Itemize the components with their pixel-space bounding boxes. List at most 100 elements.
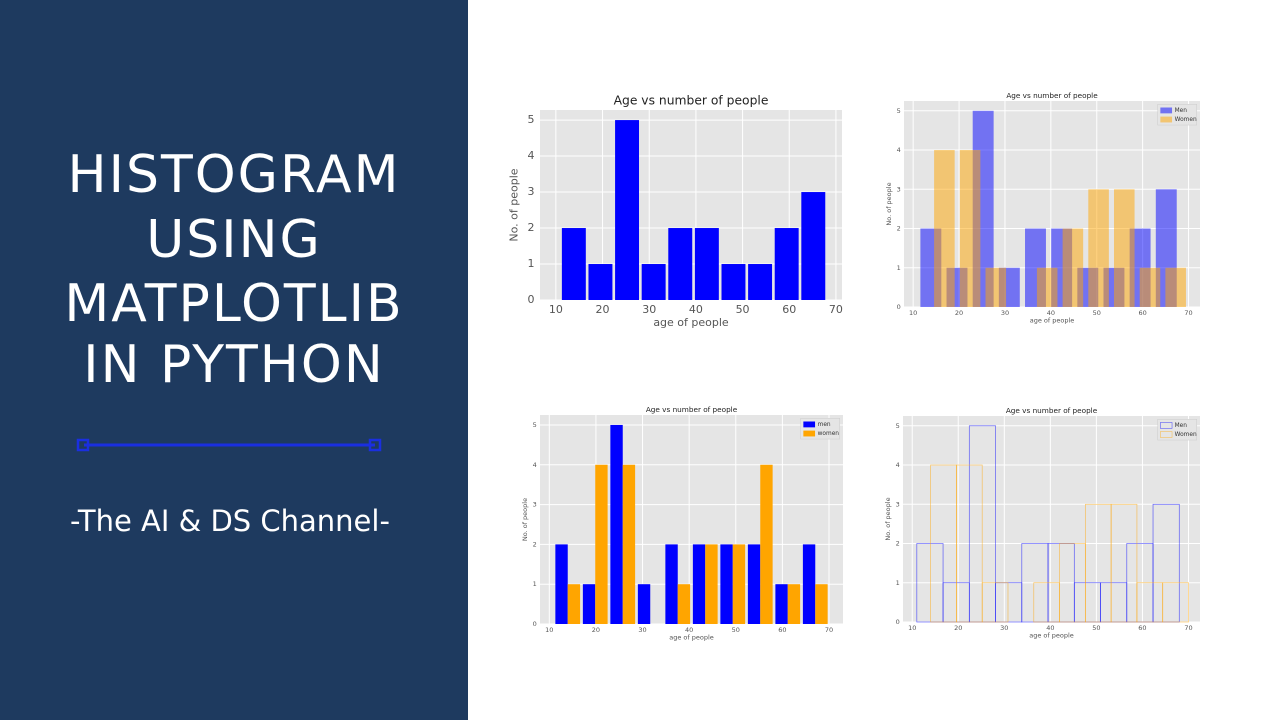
banner-title: IN PYTHON	[83, 335, 384, 395]
y-tick-label: 3	[528, 185, 535, 198]
y-tick-label: 5	[528, 113, 535, 126]
x-tick-label: 50	[736, 303, 750, 316]
x-tick-label: 40	[1046, 624, 1054, 632]
bar	[774, 228, 799, 300]
bar	[720, 544, 733, 624]
y-tick-label: 2	[897, 225, 901, 233]
y-axis-label: No. of people	[884, 497, 892, 540]
bar	[801, 192, 826, 300]
x-tick-label: 60	[778, 626, 786, 634]
bar	[1036, 267, 1058, 307]
bar	[732, 544, 746, 624]
y-tick-label: 0	[533, 620, 537, 628]
legend-label: Men	[1175, 423, 1188, 429]
y-tick-label: 3	[533, 501, 537, 509]
bar	[595, 464, 608, 624]
bar	[787, 584, 801, 624]
banner-title: HISTOGRAM	[68, 145, 401, 205]
x-axis-label: age of people	[1030, 317, 1075, 325]
x-tick-label: 20	[592, 626, 600, 634]
x-tick-label: 50	[732, 626, 740, 634]
bar	[815, 584, 828, 624]
x-tick-label: 20	[955, 309, 963, 317]
x-tick-label: 30	[638, 626, 646, 634]
bar	[692, 544, 706, 624]
y-tick-label: 3	[897, 185, 901, 193]
bar	[985, 267, 1007, 307]
bar	[610, 424, 623, 624]
y-tick-label: 0	[896, 618, 900, 626]
bar	[694, 228, 719, 300]
y-tick-label: 1	[528, 257, 535, 270]
legend-label: Women	[1175, 432, 1197, 438]
banner-subtitle: -The AI & DS Channel-	[70, 504, 390, 538]
legend-label: women	[818, 431, 840, 437]
bar	[1165, 267, 1186, 307]
y-tick-label: 5	[533, 421, 537, 429]
legend	[1157, 419, 1197, 441]
x-tick-label: 20	[596, 303, 610, 316]
legend-swatch	[1160, 107, 1173, 114]
bar	[615, 120, 640, 300]
banner-panel	[0, 0, 468, 720]
x-tick-label: 70	[825, 626, 833, 634]
chart-title: Age vs number of people	[1006, 406, 1098, 415]
bar	[959, 150, 981, 307]
y-tick-label: 1	[533, 580, 537, 588]
y-tick-label: 0	[897, 303, 901, 311]
bar	[561, 228, 586, 300]
y-axis-label: No. of people	[521, 498, 529, 541]
chart-title: Age vs number of people	[646, 405, 738, 414]
bar	[641, 264, 666, 300]
bar	[934, 150, 955, 307]
bar	[555, 544, 568, 624]
x-tick-label: 50	[1093, 309, 1101, 317]
x-tick-label: 10	[909, 309, 917, 317]
y-tick-label: 4	[533, 461, 537, 469]
y-tick-label: 3	[896, 500, 900, 508]
x-tick-label: 70	[1184, 624, 1192, 632]
y-tick-label: 0	[528, 293, 535, 306]
x-tick-label: 60	[782, 303, 796, 316]
y-tick-label: 4	[896, 461, 900, 469]
bar	[721, 264, 746, 300]
x-tick-label: 10	[545, 626, 553, 634]
bar	[748, 264, 773, 300]
y-tick-label: 1	[897, 264, 901, 272]
y-tick-label: 2	[896, 540, 900, 548]
y-tick-label: 2	[528, 221, 535, 234]
plot-area	[903, 416, 1200, 622]
x-tick-label: 70	[1184, 309, 1192, 317]
divider-end	[368, 438, 382, 452]
x-tick-label: 60	[1138, 309, 1146, 317]
x-axis-label: age of people	[669, 634, 714, 642]
x-tick-label: 60	[1138, 624, 1146, 632]
chart-title: Age vs number of people	[1006, 91, 1098, 100]
y-axis-label: No. of people	[885, 182, 893, 225]
bar	[622, 464, 636, 624]
bar	[747, 544, 761, 624]
bar	[956, 464, 983, 623]
banner-title: USING	[146, 210, 322, 270]
x-tick-label: 50	[1092, 624, 1100, 632]
bar	[1162, 582, 1189, 623]
x-tick-label: 30	[642, 303, 656, 316]
legend-swatch	[1160, 431, 1173, 438]
x-tick-label: 30	[1000, 624, 1008, 632]
bar	[705, 544, 718, 624]
divider-end	[76, 438, 90, 452]
bar	[588, 264, 613, 300]
legend-label: men	[818, 422, 831, 428]
legend-label: Men	[1175, 108, 1188, 114]
bar	[582, 584, 596, 624]
bar	[677, 584, 691, 624]
bar	[1113, 189, 1135, 307]
bar	[1139, 267, 1161, 307]
legend-swatch	[803, 421, 816, 428]
x-tick-label: 20	[954, 624, 962, 632]
legend-swatch	[1160, 116, 1173, 123]
x-tick-label: 40	[685, 626, 693, 634]
chart-title: Age vs number of people	[614, 94, 769, 108]
bar	[775, 584, 788, 624]
